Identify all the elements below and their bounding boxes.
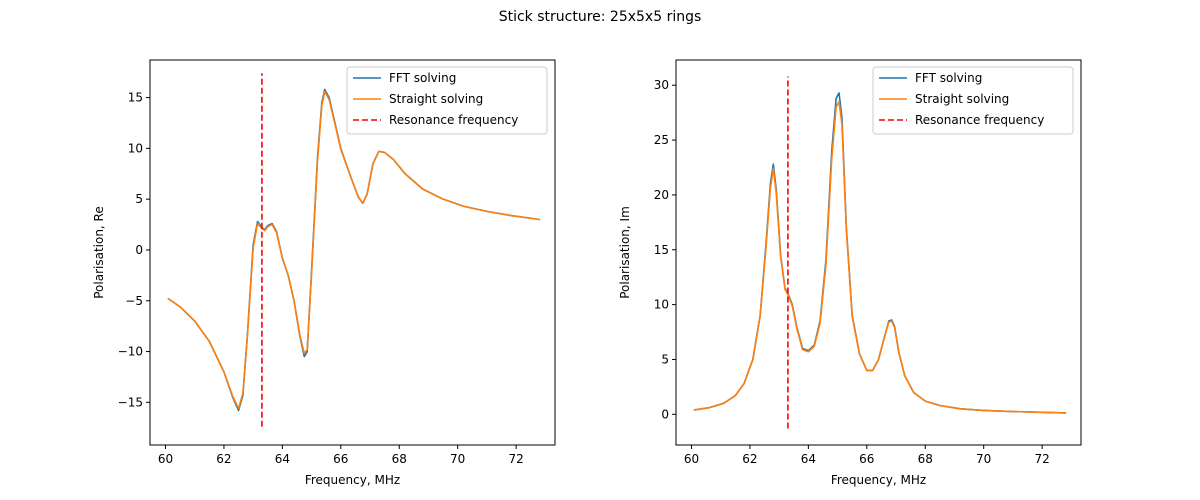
- plot-area: [693, 76, 1067, 429]
- x-tick-label: 72: [1034, 452, 1049, 466]
- x-axis-label: Frequency, MHz: [831, 473, 926, 487]
- y-tick-label: 0: [135, 243, 143, 257]
- y-tick-label: 0: [661, 407, 669, 421]
- x-axis-label: Frequency, MHz: [305, 473, 400, 487]
- x-tick-label: 62: [216, 452, 231, 466]
- x-tick-label: 66: [859, 452, 874, 466]
- legend-frame: [872, 66, 1074, 135]
- y-tick-label: 20: [654, 188, 669, 202]
- y-tick-label: 30: [654, 78, 669, 92]
- plot-area: [167, 73, 541, 427]
- x-tick-label: 68: [392, 452, 407, 466]
- legend-entry-label: FFT solving: [389, 71, 456, 85]
- y-tick-label: 25: [654, 133, 669, 147]
- plot-real-part: 60 62 64 66 68 70 72 −15 −10 −5 0 5 10 15 Frequency, M…: [92, 59, 556, 487]
- series-line-straight-solving: [693, 100, 1067, 414]
- legend-entry-label: Resonance frequency: [389, 113, 518, 127]
- x-tick-label: 64: [801, 452, 816, 466]
- x-tick-label: 60: [684, 452, 699, 466]
- x-tick-label: 72: [508, 452, 523, 466]
- y-tick-label: −5: [125, 294, 143, 308]
- y-tick-label: 15: [654, 243, 669, 257]
- x-tick-label: 70: [976, 452, 991, 466]
- x-tick-label: 60: [158, 452, 173, 466]
- y-tick-label: 5: [661, 352, 669, 366]
- legend-frame: [346, 66, 548, 135]
- y-axis-label: Polarisation, Im: [618, 206, 632, 299]
- y-tick-label: 10: [128, 141, 143, 155]
- y-tick-label: 10: [654, 298, 669, 312]
- plot-imaginary-part: 60 62 64 66 68 70 72 0 5 10 15 20 25 30 Frequency, MHz…: [618, 59, 1082, 487]
- legend-entry-label: FFT solving: [915, 71, 982, 85]
- x-tick-label: 66: [333, 452, 348, 466]
- y-tick-label: −15: [118, 395, 143, 409]
- legend-entry-label: Straight solving: [915, 92, 1009, 106]
- x-tick-label: 64: [275, 452, 290, 466]
- legend-entry-label: Resonance frequency: [915, 113, 1044, 127]
- x-tick-label: 62: [742, 452, 757, 466]
- figure-title: Stick structure: 25x5x5 rings: [499, 9, 702, 25]
- series-line-straight-solving: [167, 90, 541, 410]
- y-axis-label: Polarisation, Re: [92, 206, 106, 299]
- legend-entry-label: Straight solving: [389, 92, 483, 106]
- y-tick-label: 15: [128, 91, 143, 105]
- x-tick-label: 68: [918, 452, 933, 466]
- legend: FFT solving Straight solving Resonance fre…: [346, 66, 548, 135]
- legend: FFT solving Straight solving Resonance fre…: [872, 66, 1074, 135]
- x-tick-label: 70: [450, 452, 465, 466]
- y-tick-label: 5: [135, 192, 143, 206]
- y-tick-label: −10: [118, 345, 143, 359]
